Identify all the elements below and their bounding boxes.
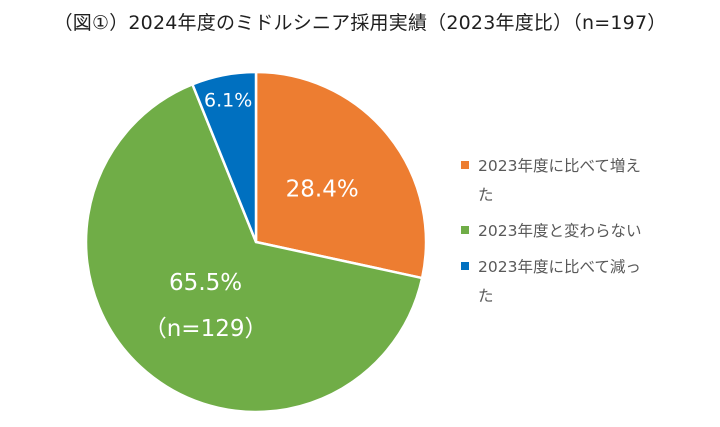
legend-swatch-increased [461, 161, 469, 169]
slice-label-increased: 28.4% [286, 177, 359, 203]
pie-slice-increased [254, 70, 428, 280]
chart-title: （図①）2024年度のミドルシニア採用実績（2023年度比）（n=197） [53, 12, 667, 34]
legend: 2023年度に比べて増えた 2023年度と変わらない 2023年度に比べて減った [461, 152, 661, 318]
legend-swatch-unchanged [461, 226, 469, 234]
legend-item-increased: 2023年度に比べて増えた [461, 152, 661, 210]
pie-slice-decreased [191, 70, 258, 244]
pie-slice-unchanged [84, 83, 424, 414]
legend-label-decreased: 2023年度に比べて減った [478, 258, 641, 305]
legend-label-unchanged: 2023年度と変わらない [478, 222, 642, 240]
pie-labels: 28.4% 65.5% （n=129） 6.1% [144, 90, 359, 342]
legend-label-increased: 2023年度に比べて増えた [478, 157, 641, 204]
pie-slices [84, 70, 428, 414]
legend-swatch-decreased [461, 262, 469, 270]
slice-label-decreased: 6.1% [204, 90, 252, 112]
legend-item-unchanged: 2023年度と変わらない [461, 217, 661, 246]
slice-label-unchanged: 65.5% [169, 270, 242, 296]
slice-sublabel-unchanged: （n=129） [144, 316, 268, 342]
legend-item-decreased: 2023年度に比べて減った [461, 253, 661, 311]
